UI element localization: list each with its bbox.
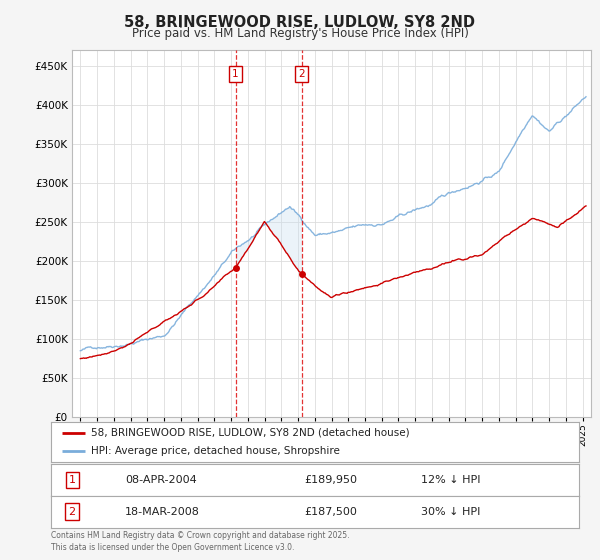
Text: 2: 2 — [68, 507, 76, 516]
Text: HPI: Average price, detached house, Shropshire: HPI: Average price, detached house, Shro… — [91, 446, 340, 456]
Text: 12% ↓ HPI: 12% ↓ HPI — [421, 475, 480, 484]
Text: 30% ↓ HPI: 30% ↓ HPI — [421, 507, 480, 516]
Text: Contains HM Land Registry data © Crown copyright and database right 2025.
This d: Contains HM Land Registry data © Crown c… — [51, 531, 349, 552]
Text: £189,950: £189,950 — [304, 475, 358, 484]
Text: Price paid vs. HM Land Registry's House Price Index (HPI): Price paid vs. HM Land Registry's House … — [131, 27, 469, 40]
Text: 58, BRINGEWOOD RISE, LUDLOW, SY8 2ND (detached house): 58, BRINGEWOOD RISE, LUDLOW, SY8 2ND (de… — [91, 428, 409, 437]
Text: 1: 1 — [68, 475, 76, 484]
Text: 58, BRINGEWOOD RISE, LUDLOW, SY8 2ND: 58, BRINGEWOOD RISE, LUDLOW, SY8 2ND — [125, 15, 476, 30]
Text: 08-APR-2004: 08-APR-2004 — [125, 475, 197, 484]
Text: 18-MAR-2008: 18-MAR-2008 — [125, 507, 200, 516]
Text: £187,500: £187,500 — [304, 507, 358, 516]
Text: 2: 2 — [298, 69, 305, 80]
Text: 1: 1 — [232, 69, 239, 80]
